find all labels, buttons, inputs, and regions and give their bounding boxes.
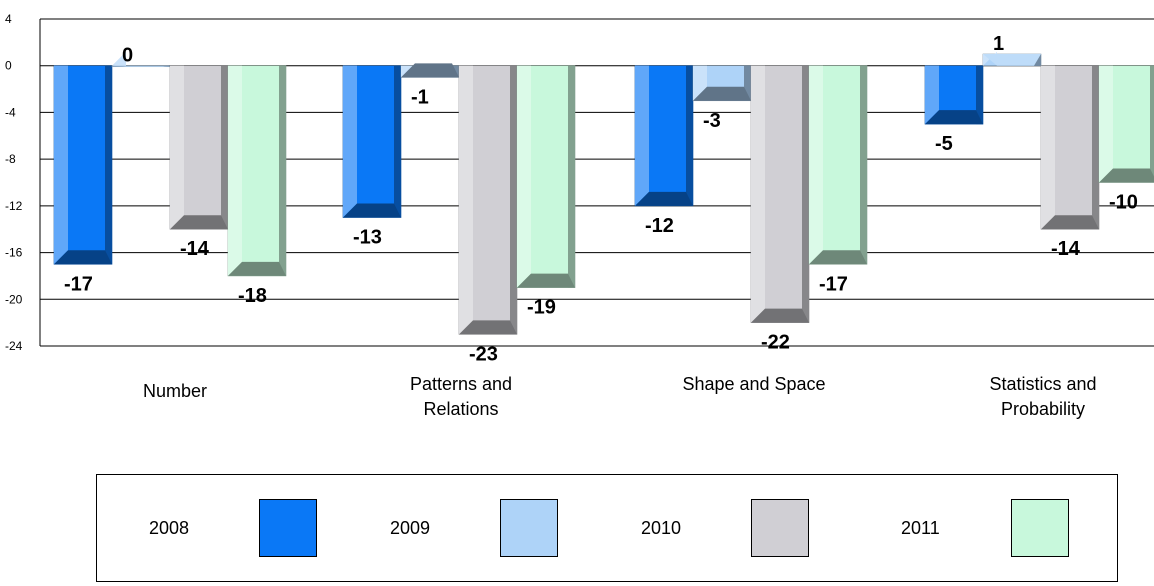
x-category-label: Number [142, 381, 208, 401]
legend-label: 2010 [641, 517, 682, 538]
bar-bevel-right [221, 65, 228, 230]
bar-bevel-right [105, 65, 112, 265]
y-tick-label: -24 [5, 339, 23, 353]
bar-bevel-bottom [1099, 168, 1154, 183]
bar-bevel-top [983, 54, 1041, 66]
data-label: -18 [238, 285, 267, 307]
legend-item-2008: 2008 [149, 475, 317, 581]
bar-bevel-bottom [635, 191, 693, 206]
bar-bevel-left [517, 65, 531, 288]
bar-bevel-bottom [54, 250, 112, 265]
data-label: -22 [761, 332, 790, 354]
bar-bevel-bottom [751, 308, 809, 323]
bar-bevel-left [401, 63, 415, 78]
legend-label: 2008 [149, 517, 190, 538]
y-tick-label: -20 [5, 292, 23, 306]
bar-bevel-bottom [170, 215, 228, 230]
legend: 2008 2009 2010 2011 [96, 474, 1118, 582]
bar-bevel-left [1041, 65, 1055, 230]
bar-bevel-left [925, 65, 939, 125]
data-label: -17 [64, 273, 93, 295]
y-tick-label: -16 [5, 246, 23, 260]
bar-bevel-bottom [1041, 215, 1099, 230]
bar-bevel-right [279, 65, 286, 276]
legend-item-2010: 2010 [641, 475, 809, 581]
bar-bevel-left [228, 65, 242, 276]
bar-bevel-left [343, 65, 357, 218]
data-label: -12 [645, 215, 674, 237]
bar-bevel-bottom [459, 320, 517, 335]
bar-bevel-left [1099, 65, 1113, 183]
x-category-label: Shape and Space [682, 374, 826, 394]
bar-bevel-left [751, 65, 765, 323]
bar-bevel-left [54, 65, 68, 265]
data-label: -3 [703, 110, 721, 132]
bar-bevel-right [568, 65, 575, 288]
bar-bevel-bottom [809, 250, 867, 265]
x-category-label: Patterns and Relations [409, 374, 513, 419]
bar-bevel-right [860, 65, 867, 265]
y-tick-label: 4 [5, 12, 12, 26]
legend-swatch [1011, 499, 1069, 557]
bar-bevel-right [1092, 65, 1099, 230]
data-label: -13 [353, 227, 382, 249]
bar-bevel-bottom [693, 86, 751, 101]
y-tick-label: -12 [5, 199, 23, 213]
data-label: -17 [819, 273, 848, 295]
bar-bevel-bottom [517, 273, 575, 288]
data-label: -23 [469, 343, 498, 365]
x-category-label: Statistics and Probability [989, 374, 1097, 419]
bar-bevel-left [112, 51, 126, 66]
legend-swatch [751, 499, 809, 557]
legend-swatch [259, 499, 317, 557]
data-label: -10 [1109, 192, 1138, 214]
bar-bevel-right [976, 65, 983, 125]
legend-item-2011: 2011 [901, 475, 1069, 581]
bar-bevel-top [112, 65, 170, 67]
bar-bevel-left [809, 65, 823, 265]
bar-bevel-right [394, 65, 401, 218]
y-tick-label: -4 [5, 105, 16, 119]
data-label: 0 [122, 45, 133, 67]
bar-bevel-right [1150, 65, 1154, 183]
bar-bevel-bottom [228, 261, 286, 276]
chart-plot: 4 0 -4 -8 -12 -16 -20 -24 -17 -13 -12 -5 0 -1 -3 1 -14 -2… [5, 12, 1154, 365]
data-label: -14 [1051, 238, 1081, 260]
bar-bevel-left [459, 65, 473, 335]
data-label: 1 [993, 33, 1004, 55]
legend-label: 2009 [390, 517, 431, 538]
y-tick-label: 0 [5, 59, 12, 73]
bar-bevel-left [693, 65, 707, 101]
bar-bevel-bottom [343, 203, 401, 218]
legend-swatch [500, 499, 558, 557]
data-label: -5 [935, 133, 953, 155]
bar-bevel-bottom [401, 63, 459, 78]
y-tick-label: -8 [5, 152, 16, 166]
bar-bevel-left [170, 65, 184, 230]
data-label: -14 [180, 238, 210, 260]
bar-bevel-right [510, 65, 517, 335]
data-label: -1 [411, 86, 429, 108]
bar-bevel-right [802, 65, 809, 323]
legend-label: 2011 [901, 517, 940, 538]
bar-bevel-left [635, 65, 649, 206]
bar-bevel-bottom [925, 110, 983, 125]
legend-item-2009: 2009 [390, 475, 558, 581]
data-label: -19 [527, 297, 556, 319]
bar-bevel-right [686, 65, 693, 206]
